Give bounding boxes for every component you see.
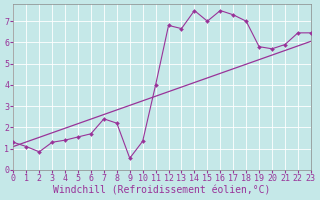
X-axis label: Windchill (Refroidissement éolien,°C): Windchill (Refroidissement éolien,°C) — [53, 186, 271, 196]
